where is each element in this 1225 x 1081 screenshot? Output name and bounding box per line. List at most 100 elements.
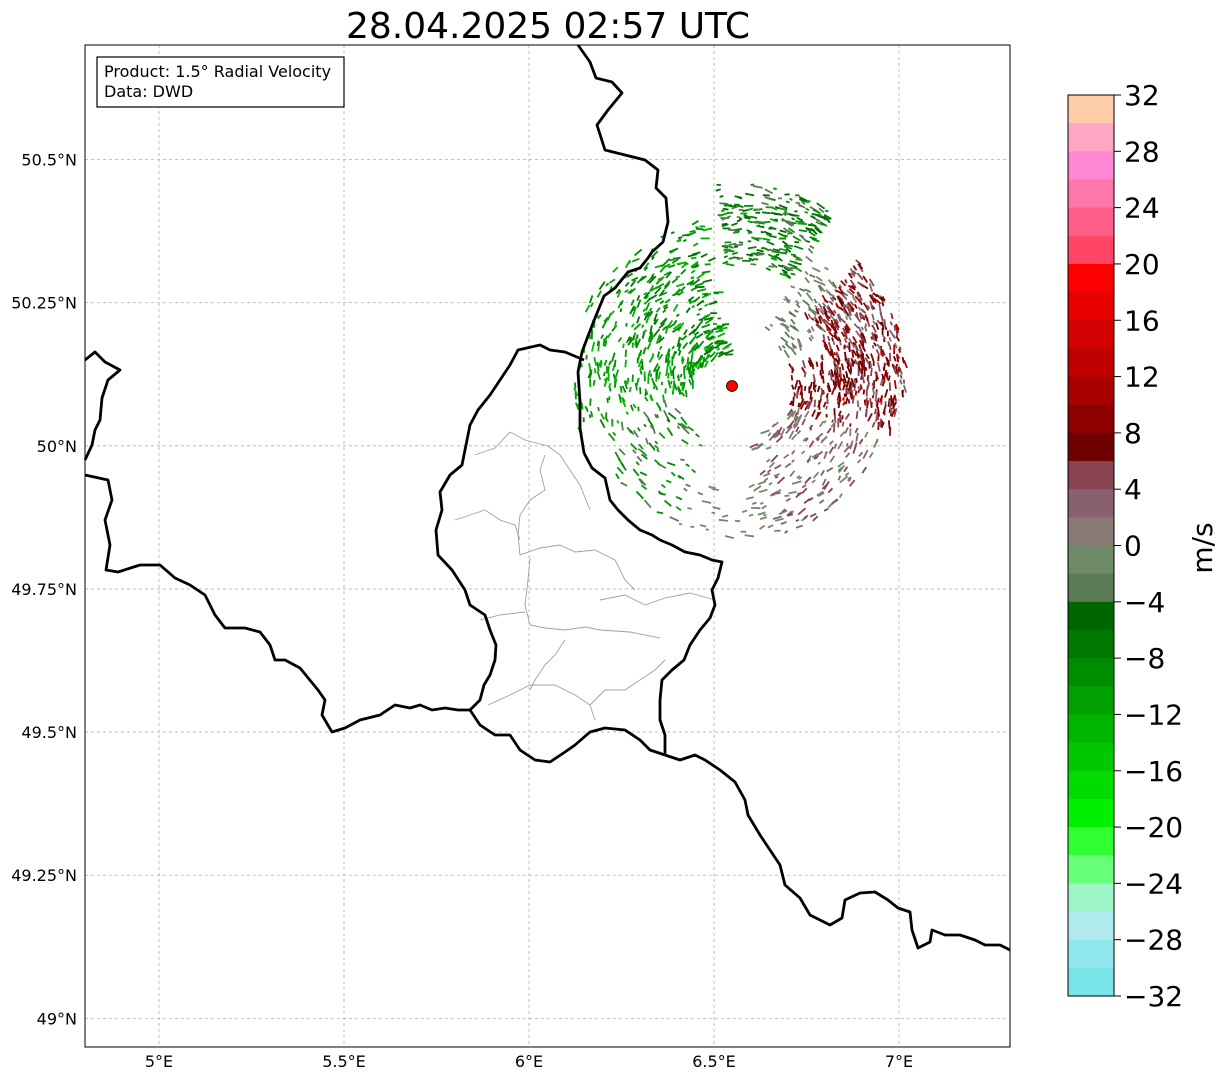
- velocity-echo-cell: [814, 411, 822, 421]
- velocity-echo-cell: [650, 273, 655, 278]
- velocity-echo-cell: [747, 231, 753, 235]
- colorbar-segment: [1068, 827, 1114, 856]
- colorbar-segment: [1068, 404, 1114, 434]
- velocity-echo-cell: [645, 315, 650, 324]
- velocity-echo-cell: [690, 260, 699, 268]
- velocity-echo-cell: [671, 345, 675, 350]
- velocity-echo-cell: [695, 433, 700, 438]
- velocity-echo-cell: [776, 426, 783, 437]
- velocity-echo-cell: [795, 267, 803, 273]
- velocity-echo-cell: [785, 221, 791, 226]
- velocity-echo-cell: [747, 220, 753, 224]
- velocity-echo-cell: [809, 273, 816, 278]
- velocity-echo-cell: [654, 440, 659, 445]
- velocity-echo-cell: [606, 397, 609, 403]
- velocity-echo-cell: [584, 405, 588, 410]
- velocity-echo-cell: [803, 386, 807, 391]
- velocity-echo-cell: [659, 300, 665, 305]
- velocity-echo-cell: [705, 341, 714, 349]
- velocity-echo-cell: [809, 360, 815, 370]
- velocity-echo-cell: [799, 287, 806, 292]
- velocity-echo-cell: [830, 369, 835, 378]
- velocity-echo-cell: [796, 415, 802, 425]
- velocity-echo-cell: [848, 342, 851, 352]
- velocity-echo-cell: [722, 345, 730, 350]
- velocity-echo-cell: [675, 506, 682, 511]
- velocity-echo-cell: [621, 398, 627, 408]
- velocity-echo-cell: [761, 201, 769, 206]
- velocity-echo-cell: [696, 319, 704, 329]
- velocity-echo-cell: [869, 362, 872, 368]
- velocity-echo-cell: [733, 243, 743, 247]
- velocity-echo-cell: [708, 344, 714, 349]
- velocity-echo-cell: [638, 478, 644, 485]
- velocity-echo-cell: [806, 329, 811, 334]
- velocity-echo-cell: [887, 341, 891, 347]
- velocity-echo-cell: [833, 332, 838, 339]
- velocity-echo-cell: [895, 335, 901, 342]
- velocity-echo-cell: [690, 525, 695, 528]
- velocity-echo-cell: [823, 312, 831, 320]
- velocity-echo-cell: [815, 307, 820, 315]
- velocity-echo-cell: [710, 358, 715, 363]
- country-borders: [83, 44, 1011, 952]
- velocity-echo-cell: [781, 344, 786, 349]
- velocity-echo-cell: [664, 388, 667, 394]
- velocity-echo-cell: [838, 493, 843, 498]
- velocity-echo-cell: [637, 427, 641, 432]
- velocity-echo-cell: [892, 355, 897, 362]
- velocity-echo-cell: [592, 379, 596, 386]
- velocity-echo-cell: [766, 468, 772, 474]
- velocity-echo-cell: [685, 391, 688, 398]
- velocity-echo-cell: [763, 230, 773, 236]
- velocity-echo-cell: [751, 447, 759, 451]
- velocity-echo-cell: [850, 307, 855, 313]
- velocity-echo-cell: [847, 398, 851, 404]
- velocity-echo-cell: [671, 356, 674, 366]
- velocity-echo-cell: [847, 357, 852, 367]
- velocity-echo-cell: [708, 301, 718, 306]
- velocity-echo-cell: [700, 253, 708, 258]
- velocity-echo-cell: [809, 381, 813, 390]
- velocity-echo-cell: [806, 458, 811, 463]
- velocity-echo-cell: [734, 245, 739, 248]
- velocity-echo-cell: [803, 371, 807, 378]
- velocity-echo-cell: [897, 348, 902, 353]
- velocity-echo-cell: [879, 312, 884, 321]
- colorbar-segment: [1068, 658, 1114, 687]
- velocity-echo-cell: [574, 402, 580, 411]
- velocity-echo-cell: [826, 395, 829, 405]
- velocity-echo-cell: [643, 266, 649, 272]
- velocity-echo-cell: [632, 468, 640, 477]
- velocity-echo-cell: [857, 325, 863, 333]
- velocity-echo-cell: [815, 220, 824, 227]
- velocity-echo-cell: [647, 418, 654, 427]
- velocity-echo-cell: [831, 337, 834, 342]
- velocity-echo-cell: [902, 379, 906, 384]
- velocity-echo-cell: [856, 354, 860, 359]
- velocity-echo-cell: [790, 375, 794, 381]
- velocity-echo-cell: [712, 351, 719, 360]
- velocity-echo-cell: [823, 508, 829, 512]
- velocity-echo-cell: [813, 455, 817, 460]
- velocity-echo-cell: [833, 352, 837, 356]
- velocity-echo-cell: [759, 516, 768, 520]
- velocity-echo-cell: [727, 211, 734, 214]
- velocity-echo-cell: [617, 393, 623, 400]
- velocity-echo-cell: [797, 203, 806, 209]
- velocity-echo-cell: [859, 347, 862, 354]
- velocity-echo-cell: [786, 267, 794, 272]
- velocity-echo-cell: [794, 415, 799, 423]
- velocity-echo-cell: [663, 409, 668, 418]
- velocity-echo-cell: [835, 289, 843, 295]
- velocity-echo-cell: [770, 262, 778, 269]
- velocity-echo-cell: [840, 291, 848, 301]
- velocity-echo-cell: [616, 466, 624, 475]
- velocity-echo-cell: [636, 299, 642, 308]
- velocity-echo-cell: [855, 330, 863, 339]
- velocity-echo-cell: [813, 279, 824, 285]
- velocity-echo-cell: [694, 282, 704, 287]
- colorbar-segment: [1068, 376, 1114, 406]
- velocity-echo-cell: [874, 391, 878, 402]
- velocity-echo-cell: [636, 316, 641, 324]
